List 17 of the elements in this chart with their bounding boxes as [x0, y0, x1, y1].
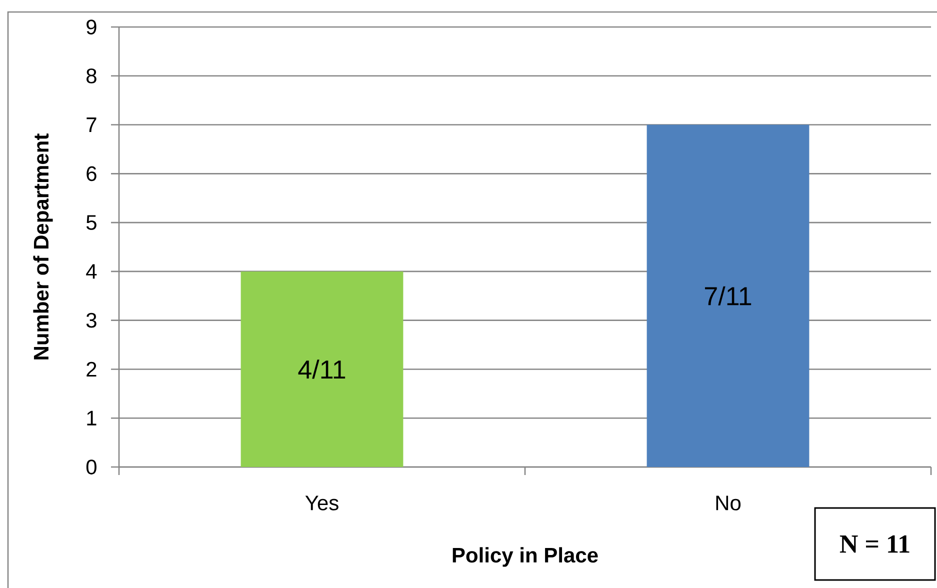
y-tick-label: 0 — [86, 460, 96, 474]
y-tick-label: 1 — [87, 410, 96, 426]
x-tick-label: No — [716, 496, 741, 510]
text: N = 11 — [840, 535, 910, 553]
y-tick-label: 6 — [86, 166, 96, 182]
y-tick-label: 3 — [86, 312, 96, 328]
y-tick-label: 5 — [86, 215, 96, 230]
y-tick-label: 7 — [86, 118, 96, 132]
data-label: 7/11 — [705, 286, 752, 306]
x-axis-title: Policy in Place — [452, 547, 598, 567]
y-tick-label: 4 — [86, 264, 97, 279]
x-tick-label: Yes — [305, 496, 338, 510]
data-label: 4/11 — [298, 360, 346, 379]
y-tick-label: 8 — [86, 68, 96, 84]
y-axis-title: Number of Department — [33, 134, 53, 360]
y-tick-label: 2 — [86, 362, 96, 377]
y-tick-label: 9 — [86, 20, 96, 34]
